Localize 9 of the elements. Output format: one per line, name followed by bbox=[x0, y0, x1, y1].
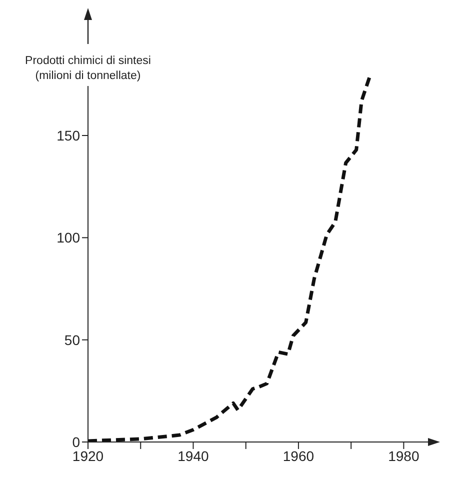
x-tick-label: 1940 bbox=[178, 448, 210, 464]
x-tick-label: 1920 bbox=[72, 448, 104, 464]
x-tick-label: 1980 bbox=[388, 448, 420, 464]
y-tick-label: 50 bbox=[64, 332, 80, 348]
y-tick-label: 0 bbox=[72, 434, 80, 450]
y-tick-label: 100 bbox=[56, 230, 80, 246]
y-tick-label: 150 bbox=[56, 127, 80, 144]
x-tick-label: 1960 bbox=[282, 448, 314, 464]
y-axis-title: Prodotti chimici di sintesi (milioni di tonnellate) bbox=[25, 54, 151, 84]
